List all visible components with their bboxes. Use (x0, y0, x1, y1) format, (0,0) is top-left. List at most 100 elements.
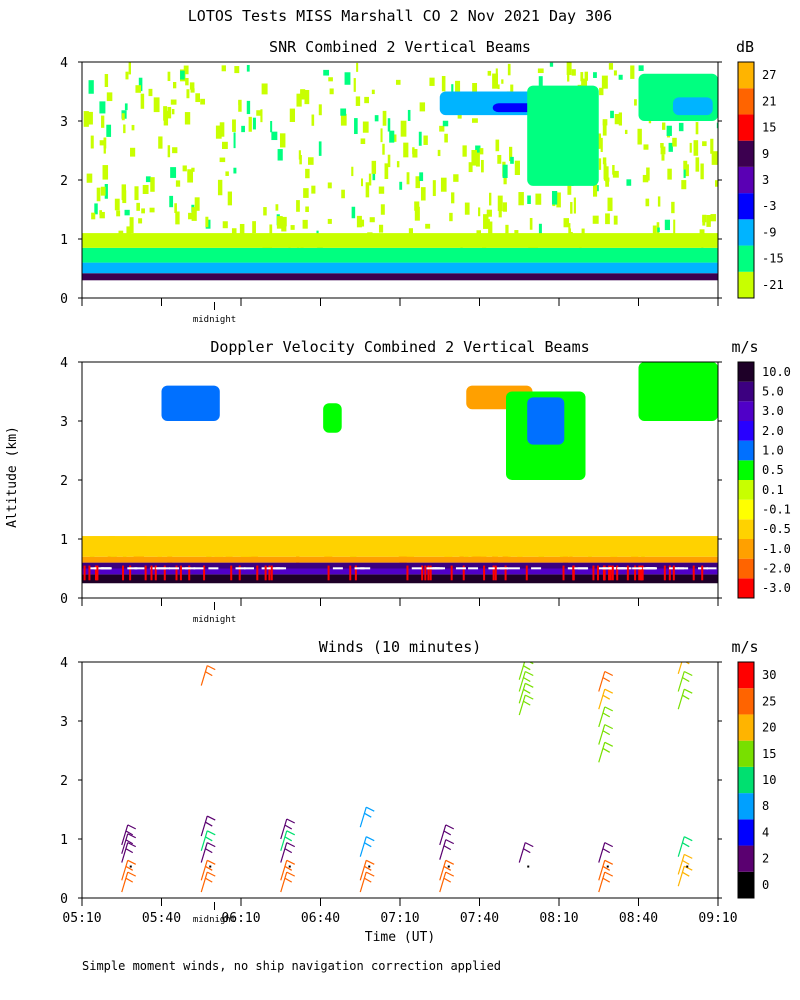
echo-streak (608, 565, 611, 581)
barb-flag (602, 676, 611, 683)
echo-layer (82, 262, 718, 274)
barb-flag (604, 859, 614, 865)
echo-speck (612, 164, 615, 175)
colorbar-swatch (738, 88, 754, 115)
echo-speck (122, 190, 127, 204)
echo-streak (169, 567, 180, 570)
barb-flag (204, 848, 213, 854)
echo-speck (599, 87, 604, 96)
echo-speck (149, 207, 155, 213)
echo-speck (693, 140, 699, 156)
echo-speck (270, 121, 273, 133)
barb-flag (284, 836, 293, 842)
wind-barb (598, 724, 614, 745)
wind-barb (678, 662, 679, 663)
wind-barb (200, 830, 216, 851)
echo-speck (104, 184, 108, 199)
x-tick-label: 07:10 (380, 911, 419, 926)
barb-staff (200, 842, 208, 863)
echo-streak (609, 565, 612, 581)
colorbar-swatch (738, 714, 754, 741)
x-tick-label: 09:10 (698, 911, 737, 926)
echo-speck (277, 149, 283, 161)
barb-flag (125, 865, 134, 871)
echo-speck (442, 120, 449, 127)
echo-speck (488, 221, 493, 235)
echo-streak (179, 565, 182, 581)
echo-streak (692, 565, 695, 581)
echo-speck (527, 195, 531, 204)
echo-speck (529, 217, 533, 230)
echo-speck (479, 148, 484, 155)
barb-staff (677, 836, 685, 857)
wind-station-dot (209, 865, 212, 868)
echo-speck (439, 125, 445, 132)
barb-flag (284, 848, 293, 854)
echo-speck (99, 211, 105, 219)
barb-staff (598, 706, 606, 728)
echo-speck (581, 78, 588, 90)
echo-speck (497, 154, 502, 164)
barb-flag (125, 848, 134, 854)
echo-speck (180, 70, 185, 80)
colorbar-label: -2.0 (762, 562, 791, 576)
wind-barb (280, 871, 296, 893)
echo-speck (362, 121, 369, 133)
echo-speck (200, 98, 206, 105)
echo-speck (360, 138, 366, 145)
barb-staff (598, 742, 606, 763)
barb-staff (677, 671, 685, 692)
echo-speck (221, 141, 228, 149)
echo-streak (144, 565, 147, 581)
echo-speck (90, 135, 94, 149)
echo-streak (101, 567, 112, 570)
echo-speck (478, 207, 481, 217)
echo-speck (602, 120, 607, 136)
echo-speck (102, 165, 109, 180)
echo-speck (483, 214, 489, 229)
echo-speck (167, 71, 171, 82)
y-tick-label: 1 (60, 833, 68, 848)
y-tick-label: 2 (60, 774, 68, 789)
echo-streak (421, 565, 424, 581)
echo-streak (646, 567, 657, 570)
echo-speck (613, 70, 617, 76)
echo-speck (580, 72, 584, 82)
echo-speck (382, 143, 385, 155)
echo-speck (175, 211, 180, 225)
echo-streak (603, 565, 606, 581)
echo-streak (175, 565, 178, 581)
barb-flag (602, 747, 611, 753)
colorbar-label: 8 (762, 799, 769, 813)
wind-barb (518, 670, 534, 692)
echo-streak (238, 565, 241, 581)
echo-speck (607, 197, 613, 212)
echo-speck (403, 142, 409, 158)
echo-layer (82, 556, 718, 563)
colorbar-label: -9 (762, 225, 776, 239)
echo-speck (389, 130, 395, 143)
echo-speck (296, 200, 300, 212)
panel-title: SNR Combined 2 Vertical Beams (269, 38, 531, 56)
wind-barb (677, 865, 693, 887)
footnote: Simple moment winds, no ship navigation … (82, 959, 501, 973)
colorbar-label: 27 (762, 68, 776, 82)
echo-speck (706, 215, 711, 227)
echo-speck (327, 182, 332, 189)
wind-station-dot (447, 865, 450, 868)
colorbar-frame (737, 661, 755, 899)
echo-layer (82, 574, 718, 584)
echo-speck (716, 122, 718, 129)
echo-speck (462, 145, 467, 157)
barb-staff (121, 824, 129, 846)
colorbar-swatch (738, 740, 754, 767)
wind-barb (280, 842, 296, 863)
wind-barb (677, 836, 693, 857)
y-tick-label: 0 (60, 292, 68, 307)
barb-flag (604, 871, 614, 877)
echo-streak (617, 567, 628, 570)
colorbar-label: 10.0 (762, 365, 791, 379)
echo-speck (101, 115, 105, 128)
echo-speck (238, 100, 242, 105)
echo-speck (233, 167, 237, 174)
